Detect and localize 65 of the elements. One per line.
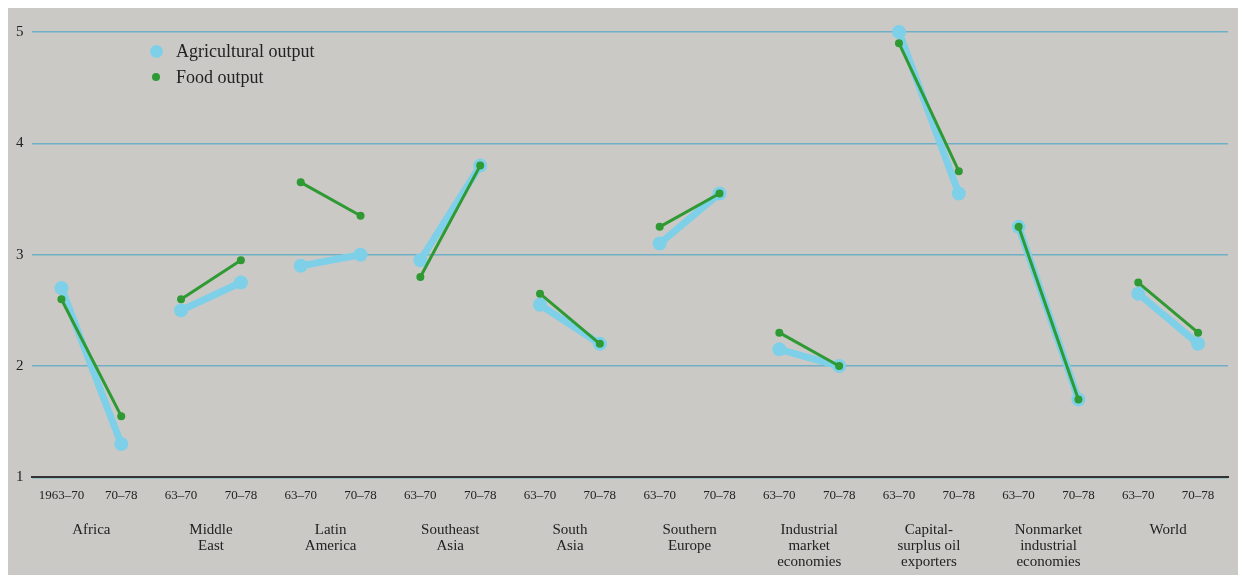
point: [174, 303, 189, 318]
x-tick-label: 70–78: [942, 486, 976, 502]
point: [353, 247, 368, 262]
x-tick-label: 70–78: [463, 486, 497, 502]
y-tick-label: 3: [16, 245, 24, 262]
x-tick-label: 70–78: [1181, 486, 1215, 502]
x-tick-label: 70–78: [583, 486, 617, 502]
x-tick-label: 63–70: [882, 486, 916, 502]
point: [413, 253, 428, 268]
text: Africa: [72, 521, 111, 538]
point: [1194, 328, 1203, 337]
y-tick-label: 1: [16, 468, 24, 485]
point: [236, 256, 245, 265]
x-tick-label: 70–78: [703, 486, 736, 502]
point: [57, 295, 66, 304]
x-tick-label: 70–78: [1062, 486, 1095, 502]
point: [954, 167, 963, 176]
x-tick-label: 63–70: [1002, 486, 1035, 502]
point: [652, 236, 667, 251]
point: [533, 297, 548, 312]
point: [655, 222, 664, 231]
text: Southern Europe: [662, 521, 718, 554]
x-tick-label: 63–70: [763, 486, 796, 502]
x-tick-label: 1963–70: [38, 486, 85, 502]
point: [1191, 336, 1206, 351]
point: [356, 211, 365, 220]
text: World: [1149, 521, 1188, 538]
point: [177, 295, 186, 304]
point: [114, 437, 129, 451]
point: [951, 186, 966, 201]
point: [891, 25, 906, 39]
text: Middle East: [189, 521, 233, 554]
x-tick-label: 70–78: [104, 486, 138, 502]
x-tick-label: 63–70: [643, 486, 676, 502]
point: [1134, 278, 1143, 287]
legend-label: Agricultural output: [176, 40, 315, 62]
point: [296, 178, 305, 187]
x-tick-label: 63–70: [1122, 486, 1155, 502]
x-tick-label: 63–70: [164, 486, 198, 502]
point: [293, 258, 308, 273]
text: Nonmarket industrial economies: [1014, 521, 1084, 570]
text: Southeast Asia: [421, 521, 481, 554]
point: [416, 272, 425, 281]
y-tick-label: 4: [16, 134, 24, 151]
y-tick-label: 5: [16, 22, 24, 39]
point: [1131, 286, 1146, 301]
legend-label: Food output: [176, 66, 264, 88]
point: [117, 412, 126, 421]
point: [54, 281, 69, 296]
point: [775, 328, 784, 337]
text: Capital- surplus oil exporters: [897, 521, 961, 570]
x-tick-label: 70–78: [224, 486, 258, 502]
text: South Asia: [552, 521, 588, 554]
x-tick-label: 63–70: [523, 486, 557, 502]
point: [536, 289, 545, 298]
text: Latin America: [304, 521, 357, 554]
text: Industrial market economies: [777, 521, 842, 570]
x-tick-label: 70–78: [344, 486, 377, 502]
x-tick-label: 63–70: [284, 486, 317, 502]
x-tick-label: 63–70: [404, 486, 437, 502]
point: [894, 39, 903, 48]
point: [233, 275, 248, 290]
y-tick-label: 2: [16, 356, 24, 373]
x-tick-label: 70–78: [822, 486, 856, 502]
point: [772, 342, 787, 357]
